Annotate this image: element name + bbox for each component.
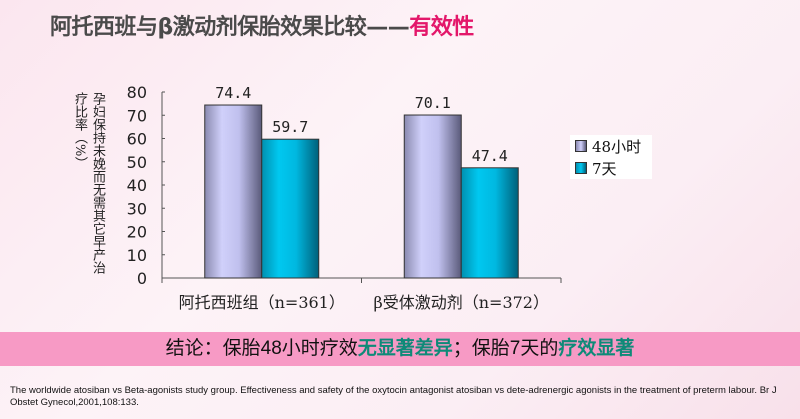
legend-label: 7天 bbox=[592, 159, 617, 178]
y-tick-label: 60 bbox=[127, 130, 147, 149]
bar-chart: 0 10 20 30 40 50 60 70 80 阿托西班组（n=361） β受体激动剂（n=37… bbox=[127, 83, 562, 312]
reference-citation: The worldwide atosiban vs Beta-agonists … bbox=[10, 385, 777, 408]
x-category-label: 阿托西班组（n=361） bbox=[179, 293, 345, 312]
bar-48h bbox=[204, 104, 263, 279]
legend-label: 48小时 bbox=[592, 137, 642, 156]
conclusion-highlight: 疗效显著 bbox=[558, 338, 635, 359]
title-highlight: 有效性 bbox=[409, 15, 474, 40]
y-tick-label: 70 bbox=[127, 106, 147, 125]
bar-7d bbox=[460, 167, 519, 279]
legend: 48小时 7天 bbox=[570, 135, 652, 179]
x-category-label: β受体激动剂（n=372） bbox=[373, 293, 549, 312]
y-axis-label: 孕妇保持未娩而无需其它早产治疗比率（%） bbox=[72, 92, 105, 274]
y-tick-label: 80 bbox=[127, 83, 147, 102]
slide-title: 阿托西班与β激动剂保胎效果比较——有效性 bbox=[50, 9, 474, 41]
data-label: 70.1 bbox=[415, 94, 451, 112]
title-main: 阿托西班与β激动剂保胎效果比较—— bbox=[50, 15, 410, 40]
bar-48h bbox=[403, 114, 462, 279]
legend-swatch bbox=[575, 162, 587, 174]
y-tick-label: 0 bbox=[137, 269, 147, 288]
y-tick-label: 40 bbox=[127, 176, 147, 195]
legend-swatch bbox=[575, 140, 587, 152]
legend-item-7d: 7天 bbox=[570, 157, 652, 179]
y-tick-label: 10 bbox=[127, 246, 147, 265]
bar-7d bbox=[261, 138, 320, 279]
data-label: 47.4 bbox=[472, 147, 508, 165]
y-tick-label: 30 bbox=[127, 199, 147, 218]
conclusion-highlight: 无显著差异 bbox=[357, 338, 453, 359]
data-label: 59.7 bbox=[272, 118, 308, 136]
conclusion-banner: 结论：保胎48小时疗效无显著差异；保胎7天的疗效显著 bbox=[0, 332, 800, 366]
data-label: 74.4 bbox=[215, 84, 251, 102]
conclusion-text: 结论：保胎48小时疗效 bbox=[165, 338, 358, 359]
legend-item-48h: 48小时 bbox=[570, 135, 652, 157]
y-tick-label: 50 bbox=[127, 153, 147, 172]
y-tick-label: 20 bbox=[127, 223, 147, 242]
conclusion-text: ；保胎7天的 bbox=[452, 338, 559, 359]
